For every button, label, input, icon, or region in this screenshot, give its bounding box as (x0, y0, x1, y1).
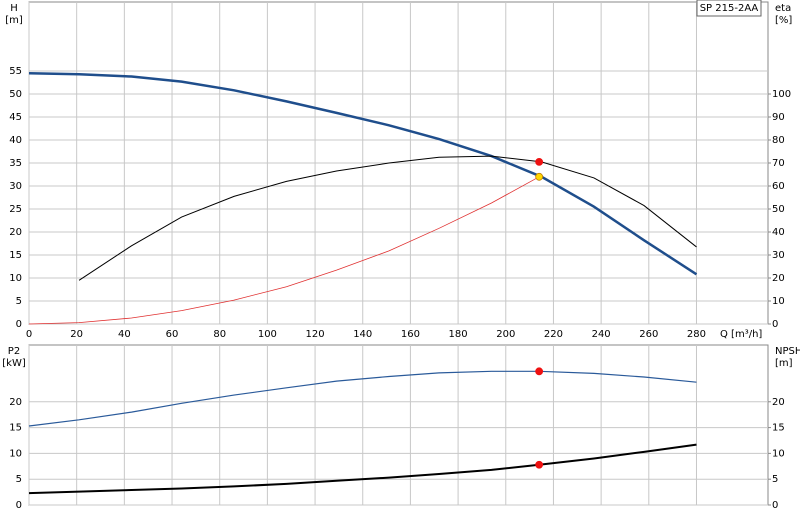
y2-tick-label: 30 (772, 250, 785, 261)
y2-tick-label: 20 (772, 397, 785, 408)
y2-tick-label: 0 (772, 319, 778, 330)
curve (78, 155, 697, 281)
x-tick-label: 260 (639, 329, 658, 340)
y-tick-label: 30 (9, 181, 22, 192)
y-tick-label: 20 (9, 397, 22, 408)
y2-axis-unit: [%] (775, 15, 792, 26)
y2-tick-label: 5 (772, 474, 778, 485)
duty-point (535, 460, 544, 469)
y-tick-label: 15 (9, 250, 22, 261)
annotation-box (696, 0, 762, 17)
x-tick-label: 120 (306, 329, 325, 340)
y2-tick-label: 70 (772, 158, 785, 169)
plot-area (28, 344, 769, 506)
x-tick-label: 220 (544, 329, 563, 340)
x-tick-label: 60 (166, 329, 179, 340)
y2-tick-label: 10 (772, 448, 785, 459)
duty-point (535, 367, 544, 376)
y2-tick-label: 20 (772, 273, 785, 284)
y-tick-label: 20 (9, 227, 22, 238)
x-axis-label: Q [m³/h] (720, 329, 762, 340)
x-tick-label: 100 (258, 329, 277, 340)
y-tick-label: 5 (16, 296, 22, 307)
y-tick-label: 15 (9, 423, 22, 434)
x-tick-label: 280 (687, 329, 706, 340)
curve (28, 176, 540, 325)
y-axis-unit: [m] (5, 15, 23, 26)
y-tick-label: 25 (9, 204, 22, 215)
y2-tick-label: 100 (772, 89, 791, 100)
y-tick-label: 35 (9, 158, 22, 169)
y2-axis-unit: [m] (775, 358, 793, 369)
y2-tick-label: 40 (772, 227, 785, 238)
x-tick-label: 20 (70, 329, 83, 340)
y-axis-label: P2 (8, 346, 20, 357)
x-tick-label: 40 (118, 329, 131, 340)
y2-tick-label: 60 (772, 181, 785, 192)
y-tick-label: 10 (9, 273, 22, 284)
y2-tick-label: 0 (772, 500, 778, 511)
y-axis-unit: [kW] (2, 358, 26, 369)
y2-axis-label: eta (775, 3, 791, 14)
curve (28, 72, 698, 276)
x-tick-label: 0 (26, 329, 32, 340)
duty-point (535, 172, 544, 181)
y2-tick-label: 90 (772, 112, 785, 123)
x-tick-label: 240 (592, 329, 611, 340)
x-tick-label: 80 (213, 329, 226, 340)
y2-tick-label: 50 (772, 204, 785, 215)
y-tick-label: 40 (9, 135, 22, 146)
curve (28, 443, 697, 495)
y2-tick-label: 80 (772, 135, 785, 146)
y-axis-label: H (10, 3, 18, 14)
y-tick-label: 5 (16, 474, 22, 485)
y-tick-label: 0 (16, 319, 22, 330)
x-tick-label: 160 (401, 329, 420, 340)
y-tick-label: 10 (9, 448, 22, 459)
y-tick-label: 45 (9, 112, 22, 123)
y2-tick-label: 10 (772, 296, 785, 307)
x-tick-label: 140 (353, 329, 372, 340)
y-tick-label: 55 (9, 66, 22, 77)
y-tick-label: 0 (16, 500, 22, 511)
y-tick-label: 50 (9, 89, 22, 100)
y2-tick-label: 15 (772, 423, 785, 434)
curve (28, 370, 697, 427)
annotation: SP 215-2AA (700, 3, 759, 14)
duty-point (535, 157, 544, 166)
x-tick-label: 180 (449, 329, 468, 340)
x-tick-label: 200 (496, 329, 515, 340)
y2-axis-label: NPSH (775, 346, 800, 357)
